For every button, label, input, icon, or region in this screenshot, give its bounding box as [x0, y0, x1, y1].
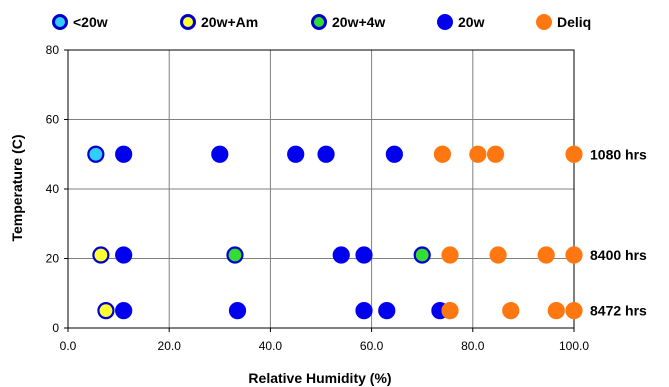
- data-point-series-3: [355, 302, 373, 320]
- annotation-label: 8400 hrs: [590, 247, 647, 263]
- data-point-series-4: [486, 145, 505, 163]
- y-axis-label: Temperature (C): [9, 134, 25, 241]
- data-point-series-4: [441, 246, 459, 264]
- legend-label-deliq: Deliq: [557, 14, 592, 30]
- data-point-series-4: [433, 145, 452, 163]
- data-point-series-3: [211, 145, 229, 163]
- data-point-series-4: [502, 302, 520, 320]
- data-point-series-4: [441, 302, 459, 320]
- legend-marker-lt20w: [52, 14, 68, 30]
- data-point-series-3: [355, 246, 373, 264]
- data-point-series-3: [115, 145, 133, 163]
- data-point-series-0: [87, 145, 105, 163]
- annotation-label: 8472 hrs: [590, 303, 647, 319]
- y-tick-label: 20: [46, 252, 60, 266]
- data-point-series-3: [378, 302, 396, 320]
- data-point-series-1: [92, 246, 110, 264]
- data-point-series-1: [97, 302, 115, 320]
- data-point-series-3: [385, 145, 403, 163]
- data-point-series-2: [413, 246, 431, 264]
- data-point-series-4: [469, 145, 487, 163]
- legend: <20w 20w+Am 20w+4w 20w Deliq: [50, 11, 650, 35]
- data-points: [87, 145, 583, 320]
- axis-ticks: 0.0 20.0 40.0 60.0 80.0 100.0 0 20 40 60 80: [46, 43, 590, 353]
- legend-label-20w: 20w: [458, 14, 485, 30]
- legend-marker-20w-4w: [311, 14, 327, 30]
- legend-marker-20w-am: [180, 14, 196, 30]
- legend-label-lt20w: <20w: [73, 14, 108, 30]
- data-point-series-4: [489, 246, 507, 264]
- x-tick-label: 80.0: [461, 339, 485, 353]
- x-tick-label: 20.0: [158, 339, 182, 353]
- data-point-series-4: [565, 302, 583, 320]
- x-tick-label: 0.0: [60, 339, 77, 353]
- legend-label-20w-4w: 20w+4w: [332, 14, 386, 30]
- data-point-series-3: [228, 302, 247, 320]
- data-point-series-4: [565, 246, 583, 264]
- legend-item-deliq: Deliq: [536, 11, 591, 33]
- x-tick-label: 60.0: [360, 339, 384, 353]
- data-point-series-3: [332, 246, 350, 264]
- y-tick-label: 0: [52, 321, 59, 335]
- data-point-series-3: [115, 302, 133, 320]
- data-point-series-3: [317, 145, 335, 163]
- data-point-series-3: [115, 246, 133, 264]
- data-point-series-2: [226, 246, 244, 264]
- data-point-series-4: [537, 246, 555, 264]
- y-tick-label: 60: [46, 113, 60, 127]
- grid-lines: [68, 50, 574, 328]
- x-tick-label: 100.0: [559, 339, 589, 353]
- y-tick-label: 80: [46, 43, 60, 57]
- y-tick-label: 40: [46, 182, 60, 196]
- legend-item-20w-4w: 20w+4w: [311, 11, 385, 33]
- data-point-series-4: [565, 145, 583, 163]
- x-tick-label: 40.0: [259, 339, 283, 353]
- legend-marker-20w: [437, 14, 453, 30]
- data-point-series-4: [547, 302, 565, 320]
- legend-label-20w-am: 20w+Am: [201, 14, 259, 30]
- data-point-series-3: [287, 145, 305, 163]
- legend-item-20w: 20w: [437, 11, 484, 33]
- legend-item-20w-am: 20w+Am: [180, 11, 258, 33]
- annotation-label: 1080 hrs: [590, 146, 647, 162]
- legend-marker-deliq: [536, 14, 552, 30]
- annotations: 1080 hrs 8400 hrs 8472 hrs: [590, 146, 647, 318]
- x-axis-label: Relative Humidity (%): [248, 370, 391, 386]
- legend-item-lt20w: <20w: [52, 11, 108, 33]
